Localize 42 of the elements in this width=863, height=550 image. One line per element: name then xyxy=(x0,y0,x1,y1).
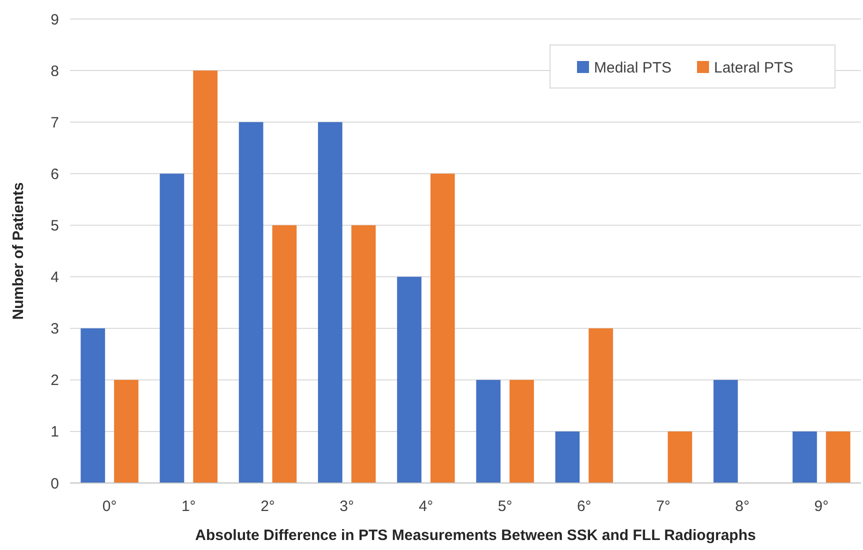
y-tick-label: 1 xyxy=(50,424,59,441)
x-tick-label: 2° xyxy=(260,498,275,515)
bar xyxy=(397,276,422,483)
legend-label: Lateral PTS xyxy=(714,59,794,76)
y-tick-label: 9 xyxy=(50,11,59,28)
bar xyxy=(238,122,264,483)
y-tick-label: 2 xyxy=(50,372,59,390)
legend-label: Medial PTS xyxy=(594,59,672,76)
x-tick-label: 7° xyxy=(656,498,670,515)
bar xyxy=(476,380,501,483)
bar xyxy=(351,225,376,483)
x-tick-label: 0° xyxy=(102,498,117,515)
y-tick-label: 3 xyxy=(50,320,59,338)
y-tick-label: 5 xyxy=(50,217,59,234)
x-tick-label: 8° xyxy=(735,498,750,515)
y-tick-label: 0 xyxy=(50,475,59,492)
x-tick-label: 6° xyxy=(576,498,592,515)
bar xyxy=(272,225,297,483)
bar xyxy=(510,380,534,483)
bar xyxy=(160,174,184,483)
bar xyxy=(713,380,738,483)
bar xyxy=(430,174,455,483)
bar xyxy=(114,380,138,483)
y-tick-label: 6 xyxy=(50,166,59,183)
bar xyxy=(668,431,692,483)
y-tick-label: 7 xyxy=(50,114,59,132)
y-axis-title: Number of Patients xyxy=(10,182,27,320)
bar xyxy=(193,70,218,483)
x-tick-label: 5° xyxy=(498,498,512,515)
x-axis-title: Absolute Difference in PTS Measurements Between SSK and FLL Radiographs xyxy=(195,527,756,544)
bar xyxy=(80,328,106,483)
bar xyxy=(792,431,817,483)
bar xyxy=(318,122,342,483)
x-tick-label: 3° xyxy=(340,498,354,515)
x-tick-label: 9° xyxy=(814,498,829,515)
bar xyxy=(826,431,850,483)
bar xyxy=(588,328,614,483)
x-tick-label: 1° xyxy=(181,498,196,515)
y-tick-label: 8 xyxy=(50,62,59,80)
x-tick-label: 4° xyxy=(418,498,434,515)
bar xyxy=(555,431,580,483)
y-tick-label: 4 xyxy=(50,269,59,286)
